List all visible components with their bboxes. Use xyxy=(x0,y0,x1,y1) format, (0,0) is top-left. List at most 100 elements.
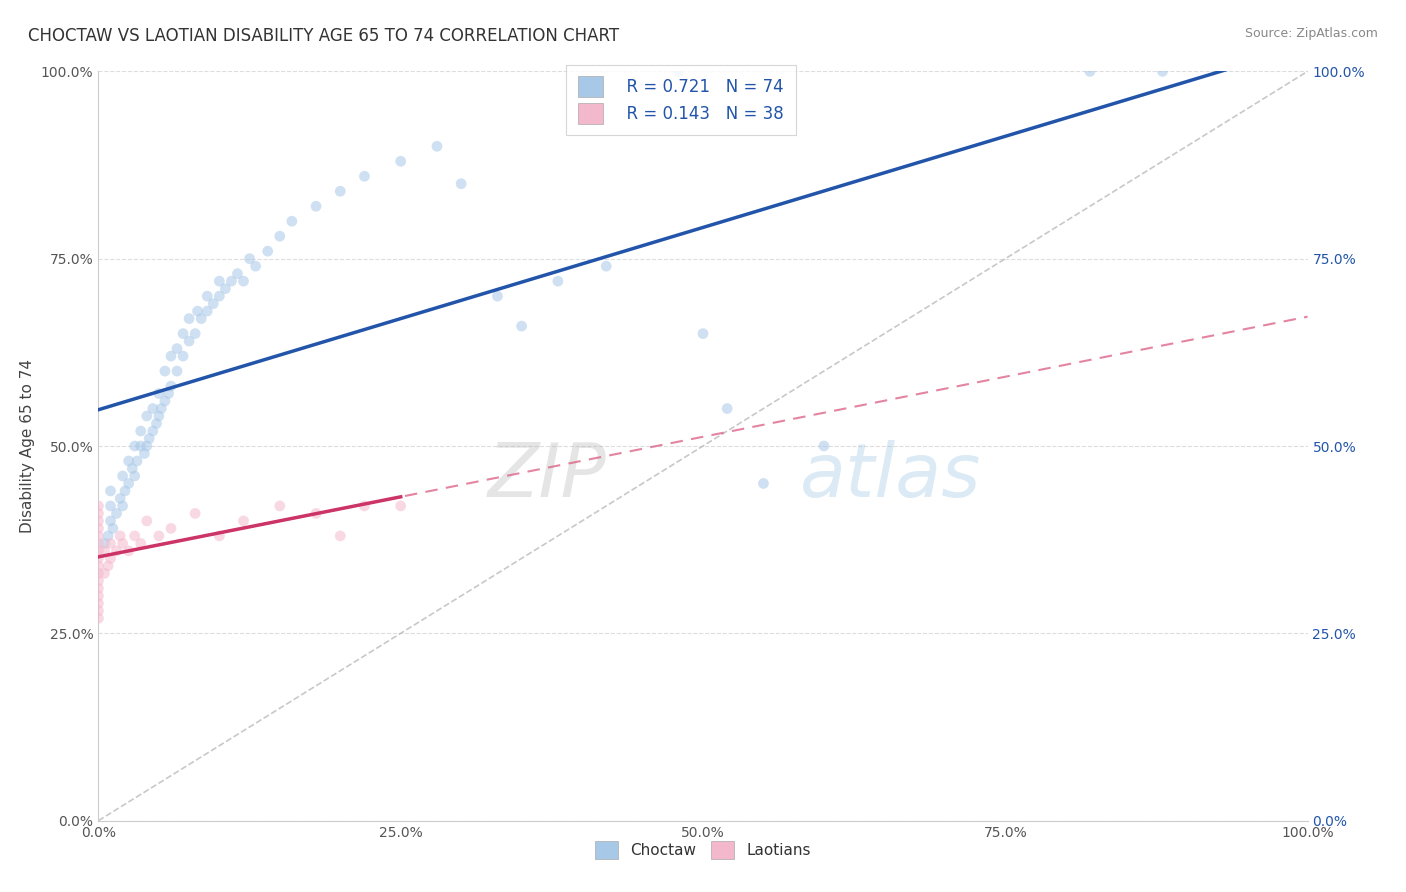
Point xyxy=(153,364,176,378)
Point xyxy=(353,499,375,513)
Point xyxy=(226,267,249,281)
Point xyxy=(281,214,304,228)
Point xyxy=(129,424,152,438)
Point xyxy=(486,289,509,303)
Point xyxy=(214,282,236,296)
Point xyxy=(87,574,110,588)
Point xyxy=(129,536,152,550)
Point xyxy=(329,529,352,543)
Legend: Choctaw, Laotians: Choctaw, Laotians xyxy=(589,835,817,865)
Point xyxy=(172,326,194,341)
Point xyxy=(305,507,328,521)
Point xyxy=(1152,64,1174,78)
Point xyxy=(142,401,165,416)
Point xyxy=(208,274,231,288)
Point xyxy=(138,432,160,446)
Point xyxy=(145,417,167,431)
Point xyxy=(668,64,690,78)
Point xyxy=(142,424,165,438)
Point xyxy=(160,349,183,363)
Point xyxy=(134,446,156,460)
Point xyxy=(108,529,131,543)
Point xyxy=(166,342,188,356)
Point xyxy=(160,521,183,535)
Point xyxy=(87,499,110,513)
Point xyxy=(245,259,267,273)
Point xyxy=(389,499,412,513)
Point xyxy=(101,521,124,535)
Point xyxy=(208,529,231,543)
Point xyxy=(100,551,122,566)
Text: ZIP: ZIP xyxy=(488,440,606,512)
Point xyxy=(160,379,183,393)
Point xyxy=(450,177,472,191)
Point xyxy=(232,274,254,288)
Point xyxy=(547,274,569,288)
Point xyxy=(135,439,157,453)
Point xyxy=(127,454,149,468)
Text: Source: ZipAtlas.com: Source: ZipAtlas.com xyxy=(1244,27,1378,40)
Point xyxy=(157,386,180,401)
Point xyxy=(129,439,152,453)
Point xyxy=(111,536,134,550)
Point xyxy=(108,491,131,506)
Point xyxy=(97,529,120,543)
Point xyxy=(752,476,775,491)
Point xyxy=(100,499,122,513)
Point xyxy=(195,304,218,318)
Point xyxy=(87,611,110,625)
Point xyxy=(87,589,110,603)
Point xyxy=(329,184,352,198)
Point xyxy=(97,558,120,573)
Point xyxy=(87,582,110,596)
Point xyxy=(121,461,143,475)
Point xyxy=(148,409,170,423)
Point xyxy=(179,334,201,348)
Point xyxy=(208,289,231,303)
Point xyxy=(426,139,449,153)
Point xyxy=(124,469,146,483)
Point xyxy=(269,499,291,513)
Point xyxy=(87,521,110,535)
Point xyxy=(111,469,134,483)
Point xyxy=(184,507,207,521)
Point xyxy=(105,544,128,558)
Point xyxy=(221,274,243,288)
Point xyxy=(153,394,176,409)
Point xyxy=(87,507,110,521)
Point xyxy=(389,154,412,169)
Point xyxy=(118,544,141,558)
Point xyxy=(510,319,533,334)
Point xyxy=(179,311,201,326)
Point xyxy=(239,252,262,266)
Point xyxy=(87,596,110,610)
Point xyxy=(1078,64,1101,78)
Text: CHOCTAW VS LAOTIAN DISABILITY AGE 65 TO 74 CORRELATION CHART: CHOCTAW VS LAOTIAN DISABILITY AGE 65 TO … xyxy=(28,27,619,45)
Point xyxy=(692,326,714,341)
Point xyxy=(93,544,115,558)
Point xyxy=(87,558,110,573)
Point xyxy=(135,409,157,423)
Point xyxy=(87,529,110,543)
Point xyxy=(87,514,110,528)
Point xyxy=(93,566,115,581)
Point xyxy=(93,536,115,550)
Point xyxy=(135,514,157,528)
Point xyxy=(87,544,110,558)
Point xyxy=(184,326,207,341)
Text: atlas: atlas xyxy=(800,440,981,512)
Point xyxy=(105,507,128,521)
Point xyxy=(87,551,110,566)
Point xyxy=(148,529,170,543)
Point xyxy=(305,199,328,213)
Point xyxy=(87,536,110,550)
Point xyxy=(118,454,141,468)
Point xyxy=(124,439,146,453)
Point xyxy=(118,476,141,491)
Point xyxy=(87,566,110,581)
Point xyxy=(595,259,617,273)
Point xyxy=(111,499,134,513)
Point xyxy=(172,349,194,363)
Point xyxy=(114,483,136,498)
Point xyxy=(100,536,122,550)
